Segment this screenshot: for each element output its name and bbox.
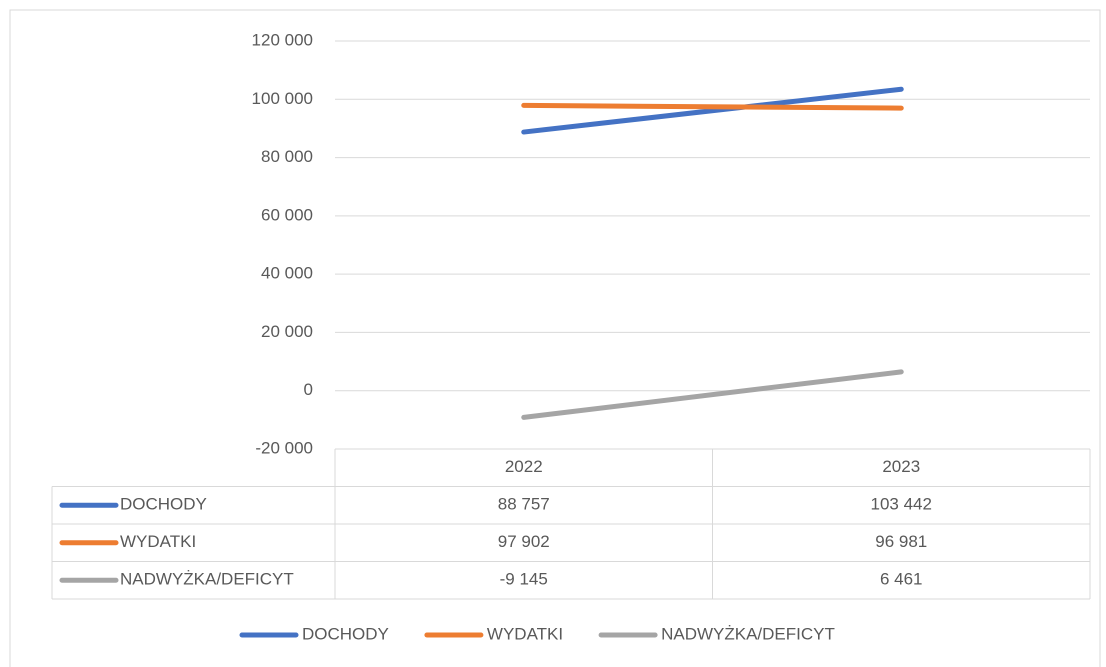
table-value: -9 145 [500,570,548,589]
legend-label: NADWYŻKA/DEFICYT [661,624,835,643]
series-line [521,102,904,111]
series-line [521,86,904,135]
table-series-name: DOCHODY [120,495,207,514]
y-tick-label: 40 000 [261,264,313,283]
y-tick-label: 80 000 [261,147,313,166]
table-series-name: NADWYŻKA/DEFICYT [120,570,294,589]
table-value: 6 461 [880,570,923,589]
table-value: 88 757 [498,495,550,514]
table-series-name: WYDATKI [120,532,196,551]
y-tick-label: 100 000 [252,89,313,108]
y-tick-label: 0 [304,380,313,399]
legend-label: WYDATKI [487,624,563,643]
y-tick-label: 120 000 [252,30,313,49]
x-tick-label: 2023 [882,457,920,476]
y-tick-label: 60 000 [261,205,313,224]
y-tick-label: 20 000 [261,322,313,341]
table-value: 97 902 [498,532,550,551]
legend-label: DOCHODY [302,624,389,643]
table-value: 103 442 [871,495,932,514]
table-value: 96 981 [875,532,927,551]
chart-border [9,9,1101,667]
x-tick-label: 2022 [505,457,543,476]
y-tick-label: -20 000 [255,438,313,457]
series-line [521,369,904,420]
